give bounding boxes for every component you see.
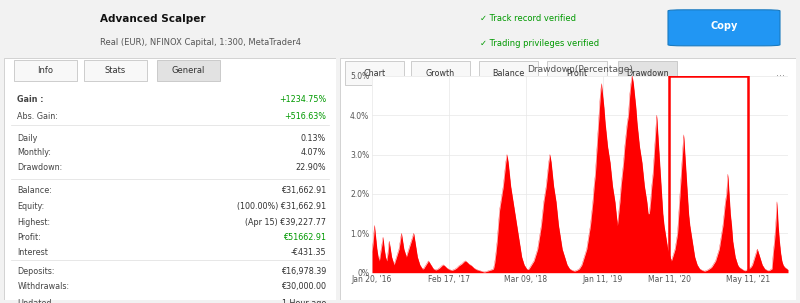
Text: -€431.35: -€431.35 <box>290 248 326 257</box>
Text: Withdrawals:: Withdrawals: <box>18 282 70 291</box>
Text: 0.13%: 0.13% <box>301 134 326 143</box>
Text: Abs. Gain:: Abs. Gain: <box>18 112 58 121</box>
Text: Drawdown: Drawdown <box>626 69 669 78</box>
Text: +516.63%: +516.63% <box>284 112 326 121</box>
Text: €51662.91: €51662.91 <box>283 233 326 242</box>
Text: €16,978.39: €16,978.39 <box>281 267 326 276</box>
Text: Copy: Copy <box>710 21 738 31</box>
Title: Drawdown(Percentage): Drawdown(Percentage) <box>527 65 633 74</box>
Text: Interest: Interest <box>18 248 48 257</box>
Text: Gain :: Gain : <box>18 95 44 104</box>
Text: 4.07%: 4.07% <box>301 148 326 158</box>
Text: Balance:: Balance: <box>18 186 52 195</box>
Bar <box>14 60 77 81</box>
Text: Monthly:: Monthly: <box>18 148 51 158</box>
Text: +1234.75%: +1234.75% <box>278 95 326 104</box>
Text: Updated: Updated <box>18 299 52 303</box>
Bar <box>157 60 220 81</box>
Text: Info: Info <box>38 66 54 75</box>
Bar <box>547 61 606 85</box>
Text: Real (EUR), NFINOX Capital, 1:300, MetaTrader4: Real (EUR), NFINOX Capital, 1:300, MetaT… <box>100 38 301 47</box>
Text: Growth: Growth <box>426 69 455 78</box>
Bar <box>345 61 404 85</box>
Text: Daily: Daily <box>18 134 38 143</box>
Bar <box>670 76 749 273</box>
Bar <box>618 61 678 85</box>
Bar <box>84 60 146 81</box>
Text: €30,000.00: €30,000.00 <box>281 282 326 291</box>
Text: Profit: Profit <box>566 69 588 78</box>
Text: ✓ Trading privileges verified: ✓ Trading privileges verified <box>480 39 599 48</box>
Text: 1 Hour ago: 1 Hour ago <box>282 299 326 303</box>
FancyBboxPatch shape <box>668 10 780 46</box>
Text: Chart: Chart <box>363 69 386 78</box>
Text: Deposits:: Deposits: <box>18 267 54 276</box>
Text: Highest:: Highest: <box>18 218 50 227</box>
Bar <box>479 61 538 85</box>
Text: Advanced Scalper: Advanced Scalper <box>100 14 206 24</box>
Text: General: General <box>171 66 205 75</box>
Text: (100.00%) €31,662.91: (100.00%) €31,662.91 <box>237 202 326 211</box>
Text: €31,662.91: €31,662.91 <box>281 186 326 195</box>
Text: 22.90%: 22.90% <box>295 163 326 172</box>
Bar <box>410 61 470 85</box>
Text: Stats: Stats <box>105 66 126 75</box>
Text: Balance: Balance <box>493 69 525 78</box>
Text: ...: ... <box>775 68 785 78</box>
Text: ✓ Track record verified: ✓ Track record verified <box>480 14 576 23</box>
Text: Profit:: Profit: <box>18 233 41 242</box>
Text: Drawdown:: Drawdown: <box>18 163 62 172</box>
Text: Equity:: Equity: <box>18 202 45 211</box>
Text: (Apr 15) €39,227.77: (Apr 15) €39,227.77 <box>245 218 326 227</box>
